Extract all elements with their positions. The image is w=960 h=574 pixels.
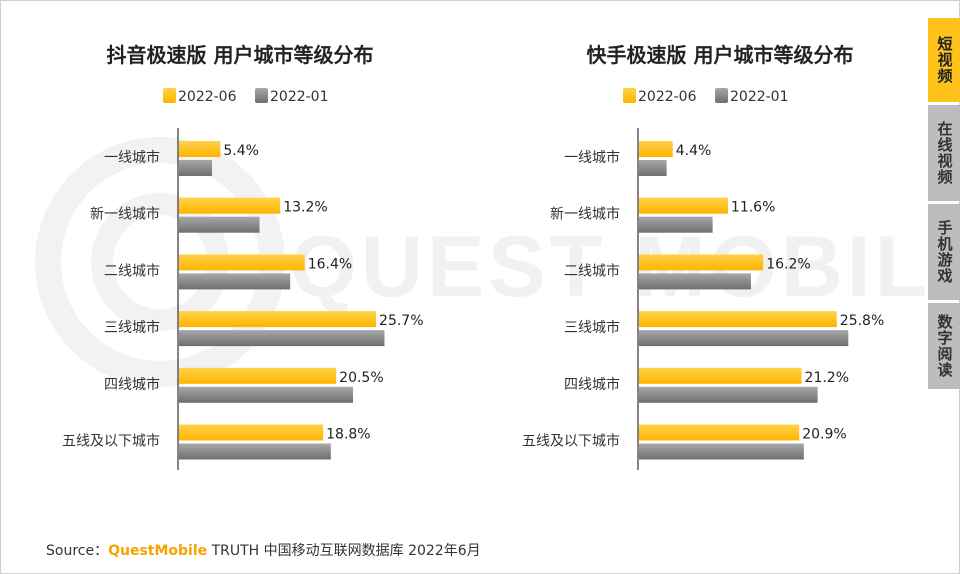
legend-label-0: 2022-06 bbox=[638, 89, 697, 105]
bar-2022-06 bbox=[639, 311, 837, 328]
value-label: 13.2% bbox=[283, 200, 327, 216]
bar-2022-01 bbox=[639, 386, 818, 403]
value-label: 20.5% bbox=[339, 370, 383, 386]
category-label: 三线城市 bbox=[564, 319, 620, 336]
category-label: 新一线城市 bbox=[90, 206, 160, 223]
category-group: 一线城市 4.4% bbox=[564, 141, 711, 176]
legend-swatch-1 bbox=[255, 88, 268, 103]
bar-2022-06 bbox=[179, 424, 324, 441]
source-prefix: Source： bbox=[46, 543, 109, 559]
category-label: 二线城市 bbox=[104, 262, 160, 279]
legend-swatch-0 bbox=[623, 88, 636, 103]
source-brand: QuestMobile bbox=[108, 543, 208, 559]
category-label: 新一线城市 bbox=[550, 206, 620, 223]
kuaishou-chart: 快手极速版 用户城市等级分布 2022-06 2022-01 一线城市 4.4% 新一线城… bbox=[522, 43, 884, 470]
value-label: 21.2% bbox=[805, 370, 849, 386]
bar-2022-01 bbox=[179, 386, 354, 403]
side-tab-1[interactable]: 短视频 bbox=[928, 18, 960, 102]
bar-2022-06 bbox=[179, 254, 305, 271]
category-label: 一线城市 bbox=[564, 149, 620, 166]
category-group: 四线城市 21.2% bbox=[564, 367, 849, 403]
category-group: 五线及以下城市 20.9% bbox=[522, 424, 847, 460]
legend-label-1: 2022-01 bbox=[730, 89, 789, 105]
source-note: Source：QuestMobile TRUTH 中国移动互联网数据库 2022… bbox=[46, 540, 481, 560]
category-label: 五线及以下城市 bbox=[62, 433, 160, 450]
bar-2022-01 bbox=[639, 443, 804, 460]
value-label: 11.6% bbox=[731, 200, 775, 216]
category-group: 新一线城市 13.2% bbox=[90, 197, 328, 233]
legend: 2022-06 2022-01 bbox=[163, 88, 329, 105]
bar-2022-01 bbox=[639, 216, 713, 233]
bar-2022-06 bbox=[179, 311, 377, 328]
category-group: 三线城市 25.7% bbox=[104, 311, 424, 347]
bar-2022-06 bbox=[639, 141, 673, 157]
douyin-chart: 抖音极速版 用户城市等级分布 2022-06 2022-01 一线城市 5.4% 新一线城… bbox=[62, 43, 424, 470]
bar-2022-06 bbox=[639, 367, 802, 384]
category-group: 一线城市 5.4% bbox=[104, 141, 259, 176]
value-label: 18.8% bbox=[326, 427, 370, 443]
bar-2022-06 bbox=[639, 254, 764, 271]
chart-title: 抖音极速版 用户城市等级分布 bbox=[107, 43, 374, 67]
bar-2022-06 bbox=[179, 197, 281, 214]
value-label: 20.9% bbox=[802, 427, 846, 443]
side-tab-3[interactable]: 手机游戏 bbox=[928, 204, 960, 300]
category-group: 五线及以下城市 18.8% bbox=[62, 424, 371, 460]
legend-label-0: 2022-06 bbox=[178, 89, 237, 105]
bar-2022-06 bbox=[639, 197, 728, 214]
bar-2022-06 bbox=[179, 367, 337, 384]
category-label: 一线城市 bbox=[104, 149, 160, 166]
category-label: 四线城市 bbox=[564, 376, 620, 393]
bar-2022-01 bbox=[179, 273, 291, 290]
bar-2022-01 bbox=[639, 273, 751, 290]
bar-2022-01 bbox=[179, 330, 385, 347]
bar-2022-01 bbox=[639, 330, 849, 347]
bar-2022-01 bbox=[179, 216, 260, 233]
category-label: 三线城市 bbox=[104, 319, 160, 336]
bar-2022-01 bbox=[179, 443, 331, 460]
bar-2022-06 bbox=[639, 424, 800, 441]
category-group: 二线城市 16.4% bbox=[104, 254, 352, 290]
bar-2022-01 bbox=[179, 160, 212, 176]
category-group: 二线城市 16.2% bbox=[564, 254, 811, 290]
category-group: 三线城市 25.8% bbox=[564, 311, 884, 347]
legend-swatch-0 bbox=[163, 88, 176, 103]
value-label: 4.4% bbox=[676, 143, 712, 159]
category-group: 新一线城市 11.6% bbox=[550, 197, 775, 233]
chart-title: 快手极速版 用户城市等级分布 bbox=[587, 43, 854, 67]
category-label: 二线城市 bbox=[564, 262, 620, 279]
legend-label-1: 2022-01 bbox=[270, 89, 329, 105]
value-label: 16.4% bbox=[308, 256, 352, 272]
bar-2022-01 bbox=[639, 160, 667, 176]
source-rest: TRUTH 中国移动互联网数据库 2022年6月 bbox=[207, 543, 481, 559]
side-tab-4[interactable]: 数字阅读 bbox=[928, 303, 960, 389]
value-label: 16.2% bbox=[766, 256, 810, 272]
value-label: 25.8% bbox=[840, 313, 884, 329]
category-label: 四线城市 bbox=[104, 376, 160, 393]
bar-2022-06 bbox=[179, 141, 221, 157]
category-label: 五线及以下城市 bbox=[522, 433, 620, 450]
value-label: 5.4% bbox=[223, 143, 259, 159]
legend: 2022-06 2022-01 bbox=[623, 88, 789, 105]
category-group: 四线城市 20.5% bbox=[104, 367, 384, 403]
value-label: 25.7% bbox=[379, 313, 423, 329]
legend-swatch-1 bbox=[715, 88, 728, 103]
side-tab-2[interactable]: 在线视频 bbox=[928, 105, 960, 201]
